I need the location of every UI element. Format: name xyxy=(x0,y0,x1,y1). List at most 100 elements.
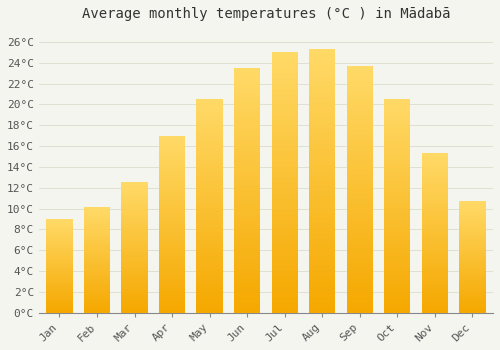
Bar xyxy=(84,212,110,214)
Bar xyxy=(272,141,298,146)
Bar xyxy=(122,198,148,201)
Bar xyxy=(196,253,223,257)
Bar xyxy=(346,308,373,313)
Bar xyxy=(460,277,485,279)
Bar xyxy=(309,112,336,118)
Bar xyxy=(346,194,373,199)
Bar xyxy=(159,178,185,182)
Bar xyxy=(84,277,110,279)
Bar xyxy=(122,294,148,297)
Bar xyxy=(196,248,223,253)
Bar xyxy=(122,260,148,263)
Bar xyxy=(122,284,148,287)
Bar xyxy=(460,273,485,275)
Bar xyxy=(460,252,485,255)
Bar xyxy=(159,217,185,220)
Bar xyxy=(234,288,260,293)
Bar xyxy=(196,223,223,227)
Bar xyxy=(84,283,110,285)
Bar xyxy=(460,257,485,259)
Bar xyxy=(272,245,298,250)
Bar xyxy=(384,300,410,304)
Bar xyxy=(159,277,185,281)
Bar xyxy=(46,254,72,257)
Bar xyxy=(422,176,448,179)
Bar xyxy=(422,220,448,223)
Bar xyxy=(196,215,223,219)
Bar xyxy=(122,206,148,209)
Bar xyxy=(46,301,72,303)
Bar xyxy=(460,295,485,297)
Bar xyxy=(159,220,185,224)
Bar xyxy=(234,151,260,156)
Bar xyxy=(46,226,72,228)
Bar xyxy=(46,253,72,254)
Bar xyxy=(422,249,448,252)
Bar xyxy=(196,104,223,108)
Bar xyxy=(46,290,72,292)
Bar xyxy=(346,303,373,308)
Bar xyxy=(46,300,72,301)
Bar xyxy=(309,155,336,160)
Bar xyxy=(309,202,336,207)
Bar xyxy=(84,222,110,224)
Bar xyxy=(422,290,448,294)
Bar xyxy=(460,284,485,286)
Bar xyxy=(346,174,373,179)
Bar xyxy=(422,306,448,309)
Bar xyxy=(384,108,410,112)
Bar xyxy=(272,115,298,120)
Bar xyxy=(84,271,110,273)
Bar xyxy=(384,308,410,313)
Bar xyxy=(122,211,148,214)
Bar xyxy=(346,278,373,283)
Bar xyxy=(346,140,373,145)
Bar xyxy=(346,169,373,174)
Bar xyxy=(84,260,110,262)
Bar xyxy=(460,208,485,210)
Bar xyxy=(159,267,185,270)
Bar xyxy=(46,223,72,225)
Bar xyxy=(46,232,72,234)
Bar xyxy=(196,180,223,184)
Bar xyxy=(46,281,72,283)
Bar xyxy=(84,306,110,308)
Bar xyxy=(384,219,410,223)
Bar xyxy=(159,288,185,292)
Bar xyxy=(422,281,448,284)
Bar xyxy=(272,188,298,193)
Bar xyxy=(272,99,298,104)
Bar xyxy=(460,232,485,234)
Bar xyxy=(46,264,72,266)
Bar xyxy=(122,232,148,234)
Bar xyxy=(159,157,185,160)
Bar xyxy=(122,297,148,300)
Bar xyxy=(84,252,110,254)
Bar xyxy=(460,201,485,203)
Bar xyxy=(84,214,110,216)
Bar xyxy=(159,302,185,306)
Bar xyxy=(309,255,336,260)
Bar xyxy=(196,227,223,231)
Bar xyxy=(84,296,110,298)
Bar xyxy=(234,215,260,220)
Bar xyxy=(460,237,485,239)
Bar xyxy=(346,91,373,96)
Bar xyxy=(46,273,72,275)
Bar xyxy=(309,250,336,255)
Bar xyxy=(159,210,185,214)
Bar xyxy=(84,308,110,310)
Bar xyxy=(84,310,110,313)
Bar xyxy=(309,307,336,313)
Bar xyxy=(384,133,410,138)
Bar xyxy=(422,274,448,278)
Bar xyxy=(122,268,148,271)
Bar xyxy=(384,193,410,197)
Bar xyxy=(384,274,410,279)
Bar xyxy=(234,181,260,186)
Bar xyxy=(346,239,373,244)
Bar xyxy=(84,264,110,266)
Bar xyxy=(460,288,485,290)
Bar xyxy=(384,236,410,240)
Bar xyxy=(46,228,72,230)
